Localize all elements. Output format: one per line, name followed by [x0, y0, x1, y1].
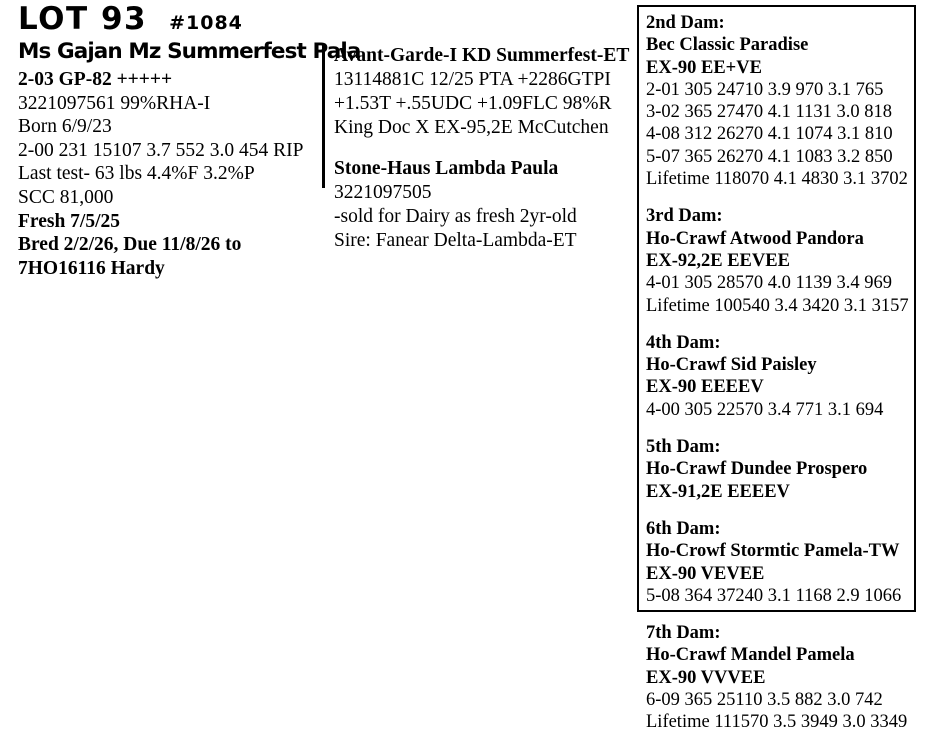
- pedigree-line: Ho-Crawf Atwood Pandora: [646, 228, 864, 249]
- pedigree-line: 6th Dam:: [646, 518, 721, 539]
- animal-detail-line: 2-00 231 15107 3.7 552 3.0 454 RIP: [18, 139, 304, 161]
- pedigree-line: Ho-Crowf Stormtic Pamela-TW: [646, 541, 900, 562]
- pedigree-box: 2nd Dam: Bec Classic Paradise EX-90 EE+VE 2…: [637, 5, 916, 732]
- pedigree-line: 2-01 305 24710 3.9 970 3.1 765: [646, 79, 884, 100]
- pedigree-line: 4-01 305 28570 4.0 1139 3.4 969: [646, 273, 892, 294]
- parentage-column: Avant-Garde-I KD Summerfest-ET 13114881C …: [322, 44, 630, 251]
- sire-line: Avant-Garde-I KD Summerfest-ET: [334, 45, 630, 66]
- pedigree-line: 2nd Dam:: [646, 13, 725, 33]
- pedigree-generation: 3rd Dam: Ho-Crawf Atwood Pandora EX-92,2E …: [646, 205, 914, 316]
- pedigree-line: 5-08 364 37240 3.1 1168 2.9 1066: [646, 585, 902, 606]
- animal-detail-line: Last test- 63 lbs 4.4%F 3.2%P: [18, 163, 255, 185]
- lot-header: LOT 93 #1084: [18, 2, 318, 36]
- pedigree-line: EX-91,2E EEEEV: [646, 481, 790, 502]
- pedigree-line: Bec Classic Paradise: [646, 35, 809, 56]
- pedigree-generation: 7th Dam: Ho-Crawf Mandel Pamela EX-90 VVVE…: [646, 622, 914, 733]
- lot-summary-column: LOT 93 #1084 Ms Gajan Mz Summerfest Pala…: [18, 2, 361, 280]
- pedigree-line: Lifetime 118070 4.1 4830 3.1 3702: [646, 169, 908, 190]
- sire-block: Avant-Garde-I KD Summerfest-ET 13114881C …: [334, 44, 630, 140]
- pedigree-line: 4-00 305 22570 3.4 771 3.1 694: [646, 399, 884, 420]
- pedigree-line: EX-90 VVVEE: [646, 667, 766, 688]
- pedigree-line: Ho-Crawf Dundee Prospero: [646, 459, 868, 480]
- pedigree-line: 3-02 365 27470 4.1 1131 3.0 818: [646, 102, 892, 123]
- pedigree-line: 5-07 365 26270 4.1 1083 3.2 850: [646, 146, 893, 167]
- sire-line: 13114881C 12/25 PTA +2286GTPI: [334, 69, 611, 90]
- pedigree-line: Ho-Crawf Sid Paisley: [646, 355, 817, 376]
- sire-line: +1.53T +.55UDC +1.09FLC 98%R: [334, 93, 612, 114]
- pedigree-generation: 6th Dam: Ho-Crowf Stormtic Pamela-TW EX-90…: [646, 518, 914, 607]
- pedigree-line: Lifetime 100540 3.4 3420 3.1 3157: [646, 295, 909, 316]
- animal-details: 2-03 GP-82 +++++ 3221097561 99%RHA-I Born …: [18, 68, 318, 280]
- animal-detail-line: SCC 81,000: [18, 186, 114, 208]
- animal-detail-line: 2-03 GP-82 +++++: [18, 69, 173, 90]
- dam-line: Sire: Fanear Delta-Lambda-ET: [334, 230, 577, 251]
- pedigree-line: 5th Dam:: [646, 437, 721, 458]
- dam-line: Stone-Haus Lambda Paula: [334, 158, 559, 179]
- pedigree-line: 7th Dam:: [646, 623, 721, 644]
- dam-line: 3221097505: [334, 182, 432, 203]
- pedigree-line: Ho-Crawf Mandel Pamela: [646, 645, 855, 666]
- dam-line: -sold for Dairy as fresh 2yr-old: [334, 206, 577, 227]
- lot-number: #1084: [169, 12, 243, 34]
- pedigree-line: Lifetime 111570 3.5 3949 3.0 3349: [646, 712, 908, 733]
- pedigree-generation: 5th Dam: Ho-Crawf Dundee Prospero EX-91,2E…: [646, 436, 914, 503]
- lot-label: LOT 93: [18, 1, 148, 37]
- pedigree-line: EX-90 EEEEV: [646, 377, 764, 398]
- pedigree-line: 4th Dam:: [646, 332, 721, 353]
- animal-detail-line: Bred 2/2/26, Due 11/8/26 to: [18, 234, 242, 256]
- pedigree-line: EX-92,2E EEVEE: [646, 250, 790, 271]
- pedigree-line: 3rd Dam:: [646, 206, 723, 227]
- parentage-spacer: [334, 140, 622, 157]
- dam-block: Stone-Haus Lambda Paula 3221097505 -sold f…: [334, 157, 622, 253]
- pedigree-line: EX-90 VEVEE: [646, 563, 765, 584]
- animal-detail-line: Fresh 7/5/25: [18, 210, 121, 232]
- pedigree-generation: 2nd Dam: Bec Classic Paradise EX-90 EE+VE 2…: [646, 12, 914, 190]
- animal-detail-line: 7HO16116 Hardy: [18, 257, 165, 279]
- animal-detail-line: Born 6/9/23: [18, 116, 112, 138]
- pedigree-line: 6-09 365 25110 3.5 882 3.0 742: [646, 690, 883, 711]
- sire-line: King Doc X EX-95,2E McCutchen: [334, 117, 609, 138]
- pedigree-line: 4-08 312 26270 4.1 1074 3.1 810: [646, 124, 893, 145]
- pedigree-line: EX-90 EE+VE: [646, 57, 762, 78]
- animal-name: Ms Gajan Mz Summerfest Pala: [18, 39, 361, 64]
- animal-detail-line: 3221097561 99%RHA-I: [18, 92, 211, 114]
- pedigree-generation: 4th Dam: Ho-Crawf Sid Paisley EX-90 EEEEV 4…: [646, 332, 914, 421]
